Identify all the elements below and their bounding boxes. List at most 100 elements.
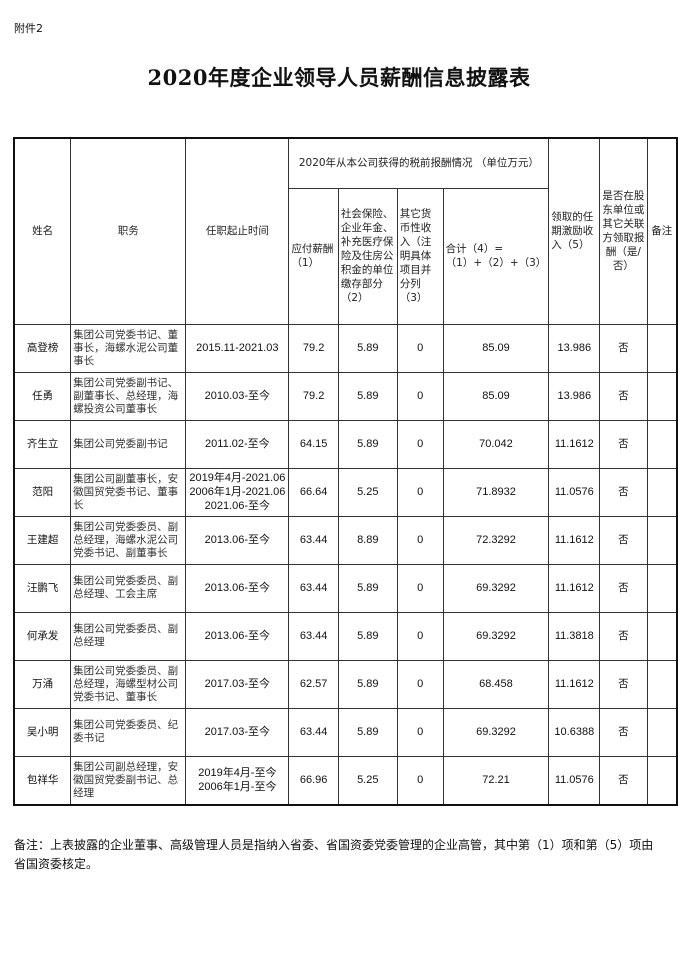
cell-remark — [646, 419, 678, 469]
cell-incentive: 11.0576 — [548, 467, 601, 517]
table-row: 任勇 集团公司党委副书记、副董事长、总经理，海螺投资公司董事长 2010.03-至今… — [13, 371, 678, 421]
cell-remark — [646, 467, 678, 517]
cell-total: 72.3292 — [442, 515, 550, 565]
cell-total: 85.09 — [442, 323, 550, 373]
attachment-label: 附件2 — [14, 22, 43, 35]
cell-other: 0 — [396, 323, 444, 373]
table-row: 吴小明 集团公司党委委员、纪委书记 2017.03-至今 63.44 5.89 0 69.3… — [13, 707, 678, 757]
cell-other: 0 — [396, 755, 444, 805]
cell-shareholder: 否 — [599, 467, 648, 517]
cell-salary: 64.15 — [288, 419, 339, 469]
cell-remark — [646, 755, 678, 805]
table-row: 何承发 集团公司党委委员、副总经理 2013.06-至今 63.44 5.89 0 69.3… — [13, 611, 678, 661]
cell-other: 0 — [396, 611, 444, 661]
salary-disclosure-table: 姓名 职务 任职起止时间 2020年从本公司获得的税前报酬情况 （单位万元） 领… — [13, 137, 678, 806]
cell-insurance: 5.89 — [337, 371, 398, 421]
table-row: 汪鹏飞 集团公司党委委员、副总经理、工会主席 2013.06-至今 63.44 5.89… — [13, 563, 678, 613]
header-remark: 备注 — [646, 137, 678, 325]
cell-name: 高登榜 — [13, 323, 72, 373]
cell-incentive: 11.3818 — [548, 611, 601, 661]
cell-duty: 集团公司党委委员、副总经理，海螺型材公司党委书记、董事长 — [70, 659, 187, 709]
cell-salary: 79.2 — [288, 371, 339, 421]
cell-remark — [646, 323, 678, 373]
cell-name: 范阳 — [13, 467, 72, 517]
cell-incentive: 11.1612 — [548, 515, 601, 565]
cell-insurance: 5.25 — [337, 755, 398, 805]
cell-incentive: 13.986 — [548, 371, 601, 421]
cell-shareholder: 否 — [599, 419, 648, 469]
cell-salary: 79.2 — [288, 323, 339, 373]
cell-remark — [646, 371, 678, 421]
cell-name: 何承发 — [13, 611, 72, 661]
cell-incentive: 10.6388 — [548, 707, 601, 757]
header-term: 任职起止时间 — [185, 137, 290, 325]
cell-total: 68.458 — [442, 659, 550, 709]
table-row: 包祥华 集团公司副总经理，安徽国贸党委副书记、总经理 2019年4月-至今 2006… — [13, 755, 678, 805]
cell-term: 2017.03-至今 — [185, 659, 290, 709]
cell-shareholder: 否 — [599, 563, 648, 613]
header-other: 其它货币性收入（注明具体项目并分列（3） — [396, 187, 444, 325]
cell-incentive: 11.1612 — [548, 659, 601, 709]
header-compensation-group: 2020年从本公司获得的税前报酬情况 （单位万元） — [288, 137, 550, 189]
cell-shareholder: 否 — [599, 755, 648, 805]
cell-insurance: 5.89 — [337, 323, 398, 373]
cell-salary: 66.96 — [288, 755, 339, 805]
cell-remark — [646, 659, 678, 709]
cell-total: 71.8932 — [442, 467, 550, 517]
cell-insurance: 5.25 — [337, 467, 398, 517]
cell-term: 2013.06-至今 — [185, 611, 290, 661]
footnote: 备注：上表披露的企业董事、高级管理人员是指纳入省委、省国资委党委管理的企业高管，… — [14, 838, 654, 871]
cell-name: 包祥华 — [13, 755, 72, 805]
cell-salary: 63.44 — [288, 563, 339, 613]
cell-other: 0 — [396, 515, 444, 565]
cell-term: 2019年4月-2021.06 2006年1月-2021.06 2021.06-… — [185, 467, 290, 517]
cell-total: 70.042 — [442, 419, 550, 469]
cell-term: 2013.06-至今 — [185, 515, 290, 565]
cell-total: 69.3292 — [442, 563, 550, 613]
cell-shareholder: 否 — [599, 515, 648, 565]
cell-duty: 集团公司党委委员、副总经理、工会主席 — [70, 563, 187, 613]
cell-name: 王建超 — [13, 515, 72, 565]
cell-insurance: 8.89 — [337, 515, 398, 565]
cell-insurance: 5.89 — [337, 611, 398, 661]
cell-remark — [646, 611, 678, 661]
cell-remark — [646, 515, 678, 565]
cell-other: 0 — [396, 659, 444, 709]
cell-shareholder: 否 — [599, 659, 648, 709]
cell-other: 0 — [396, 563, 444, 613]
cell-salary: 63.44 — [288, 515, 339, 565]
header-incentive: 领取的任期激励收入（5） — [548, 137, 601, 325]
cell-remark — [646, 707, 678, 757]
cell-name: 吴小明 — [13, 707, 72, 757]
cell-shareholder: 否 — [599, 611, 648, 661]
cell-term: 2017.03-至今 — [185, 707, 290, 757]
cell-name: 齐生立 — [13, 419, 72, 469]
cell-duty: 集团公司党委副书记 — [70, 419, 187, 469]
header-duty: 职务 — [70, 137, 187, 325]
page-title: 2020年度企业领导人员薪酬信息披露表 — [147, 65, 531, 90]
cell-insurance: 5.89 — [337, 563, 398, 613]
cell-other: 0 — [396, 371, 444, 421]
cell-duty: 集团公司党委委员、副总经理，海螺水泥公司党委书记、副董事长 — [70, 515, 187, 565]
cell-term: 2010.03-至今 — [185, 371, 290, 421]
cell-term: 2011.02-至今 — [185, 419, 290, 469]
cell-duty: 集团公司党委委员、纪委书记 — [70, 707, 187, 757]
cell-insurance: 5.89 — [337, 659, 398, 709]
cell-insurance: 5.89 — [337, 419, 398, 469]
cell-name: 任勇 — [13, 371, 72, 421]
cell-name: 万涌 — [13, 659, 72, 709]
cell-shareholder: 否 — [599, 707, 648, 757]
cell-incentive: 13.986 — [548, 323, 601, 373]
cell-remark — [646, 563, 678, 613]
cell-term: 2015.11-2021.03 — [185, 323, 290, 373]
cell-salary: 66.64 — [288, 467, 339, 517]
cell-duty: 集团公司党委书记、董事长，海螺水泥公司董事长 — [70, 323, 187, 373]
header-salary: 应付薪酬（1） — [288, 187, 339, 325]
cell-shareholder: 否 — [599, 371, 648, 421]
cell-duty: 集团公司党委委员、副总经理 — [70, 611, 187, 661]
cell-total: 69.3292 — [442, 707, 550, 757]
cell-term: 2019年4月-至今 2006年1月-至今 — [185, 755, 290, 805]
cell-other: 0 — [396, 467, 444, 517]
table-row: 范阳 集团公司副董事长，安徽国贸党委书记、董事长 2019年4月-2021.06 2… — [13, 467, 678, 517]
cell-insurance: 5.89 — [337, 707, 398, 757]
